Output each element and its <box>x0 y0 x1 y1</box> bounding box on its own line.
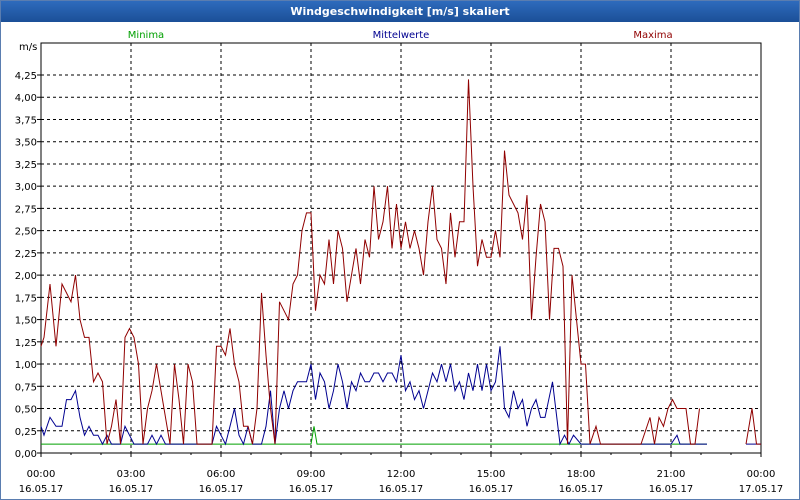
title-bar: Windgeschwindigkeit [m/s] skaliert <box>1 1 799 22</box>
x-tick-date-label: 16.05.17 <box>19 484 64 495</box>
series-line-maxima <box>745 408 761 445</box>
y-tick-label: 4,00 <box>15 93 37 104</box>
x-tick-date-label: 16.05.17 <box>289 484 334 495</box>
y-tick-label: 0,25 <box>15 427 37 438</box>
x-tick-date-label: 16.05.17 <box>469 484 514 495</box>
x-tick-time-label: 09:00 <box>297 469 326 480</box>
x-tick-time-label: 12:00 <box>387 469 416 480</box>
labels-layer: 0,00 0,25 0,50 0,75 1,00 1,25 1,50 1,75 2,00 2,25… <box>15 30 784 495</box>
y-tick-label: 0,50 <box>15 405 37 416</box>
y-tick-label: 1,75 <box>15 293 37 304</box>
x-tick-date-label: 16.05.17 <box>649 484 694 495</box>
x-tick-time-label: 06:00 <box>207 469 236 480</box>
chart-title: Windgeschwindigkeit [m/s] skaliert <box>290 5 510 18</box>
x-tick-time-label: 00:00 <box>747 469 776 480</box>
x-tick-time-label: 21:00 <box>657 469 686 480</box>
x-tick-date-label: 16.05.17 <box>109 484 154 495</box>
x-tick-date-label: 17.05.17 <box>739 484 784 495</box>
y-tick-label: 0,00 <box>15 449 37 460</box>
legend-maxima: Maxima <box>633 30 672 41</box>
series-line-mittelwerte <box>40 346 707 446</box>
series-layer <box>40 79 761 446</box>
y-tick-label: 3,00 <box>15 182 37 193</box>
y-tick-label: 0,75 <box>15 382 37 393</box>
axes-layer <box>37 42 762 457</box>
x-tick-time-label: 03:00 <box>117 469 146 480</box>
x-tick-time-label: 15:00 <box>477 469 506 480</box>
x-tick-time-label: 00:00 <box>27 469 56 480</box>
series-line-maxima <box>40 79 700 445</box>
y-tick-label: 3,75 <box>15 115 37 126</box>
legend-mittelwerte: Mittelwerte <box>373 30 430 41</box>
x-tick-date-label: 16.05.17 <box>199 484 244 495</box>
chart-svg: 0,00 0,25 0,50 0,75 1,00 1,25 1,50 1,75 2,00 2,25… <box>15 30 784 495</box>
x-tick-time-label: 18:00 <box>567 469 596 480</box>
y-tick-label: 1,00 <box>15 360 37 371</box>
y-tick-label: 3,50 <box>15 138 37 149</box>
y-tick-label: 2,50 <box>15 227 37 238</box>
y-tick-label: 1,50 <box>15 316 37 327</box>
y-tick-label: 2,25 <box>15 249 37 260</box>
y-tick-label: 3,25 <box>15 160 37 171</box>
y-axis-label: m/s <box>19 42 37 53</box>
grid-layer <box>41 43 761 453</box>
legend-minima: Minima <box>128 30 164 41</box>
y-tick-label: 4,25 <box>15 71 37 82</box>
y-tick-label: 2,75 <box>15 204 37 215</box>
y-tick-label: 2,00 <box>15 271 37 282</box>
series-line-minima <box>41 426 707 445</box>
x-tick-date-label: 16.05.17 <box>559 484 604 495</box>
x-tick-date-label: 16.05.17 <box>379 484 424 495</box>
y-tick-label: 1,25 <box>15 338 37 349</box>
